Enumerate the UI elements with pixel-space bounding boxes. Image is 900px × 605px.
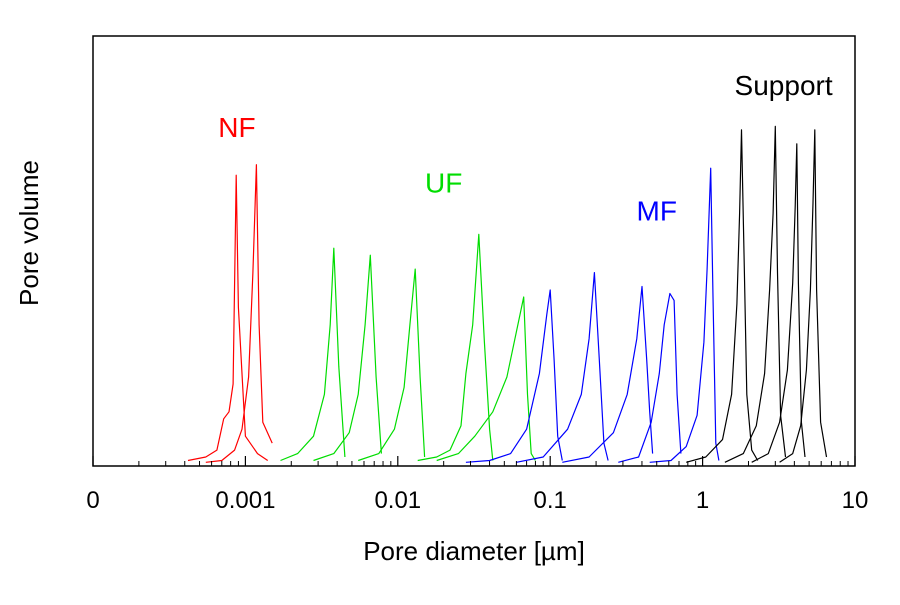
series-line-nf-2 — [205, 164, 273, 463]
annotation-layer: NF UF MF Support — [218, 70, 833, 226]
x-tick-label: 0.001 — [215, 487, 275, 514]
y-axis-title: Pore volume — [14, 160, 44, 306]
series-line-mf-8 — [465, 289, 563, 463]
series-line-support-14 — [724, 125, 787, 463]
series-label-nf: NF — [218, 112, 255, 143]
x-axis-title: Pore diameter [µm] — [363, 536, 585, 566]
x-tick-label: 10 — [842, 487, 869, 514]
x-tick-label: 0.01 — [374, 487, 421, 514]
series-label-uf: UF — [425, 168, 462, 199]
series-line-uf-4 — [313, 254, 382, 462]
series-line-mf-9 — [516, 272, 609, 463]
series-label-mf: MF — [637, 195, 677, 226]
series-line-mf-10 — [562, 285, 654, 463]
series-line-support-13 — [686, 129, 759, 463]
series-line-nf-1 — [187, 174, 269, 462]
series-line-uf-7 — [436, 296, 536, 462]
series-line-mf-11 — [618, 292, 682, 463]
series-line-uf-6 — [417, 233, 494, 462]
series-layer — [187, 125, 828, 463]
x-tick-label: 0.1 — [534, 487, 567, 514]
x-tick-label: 1 — [696, 487, 709, 514]
series-line-support-16 — [779, 129, 828, 463]
series-line-support-15 — [751, 143, 806, 463]
x-axis-ticks: 0 0.001 0.01 0.1 1 10 — [86, 456, 868, 514]
x-tick-label: 0 — [86, 487, 99, 514]
series-label-support: Support — [735, 70, 833, 101]
plot-frame — [92, 35, 856, 467]
series-line-mf-12 — [649, 167, 720, 463]
series-line-uf-3 — [280, 247, 346, 462]
series-line-uf-5 — [358, 268, 426, 462]
